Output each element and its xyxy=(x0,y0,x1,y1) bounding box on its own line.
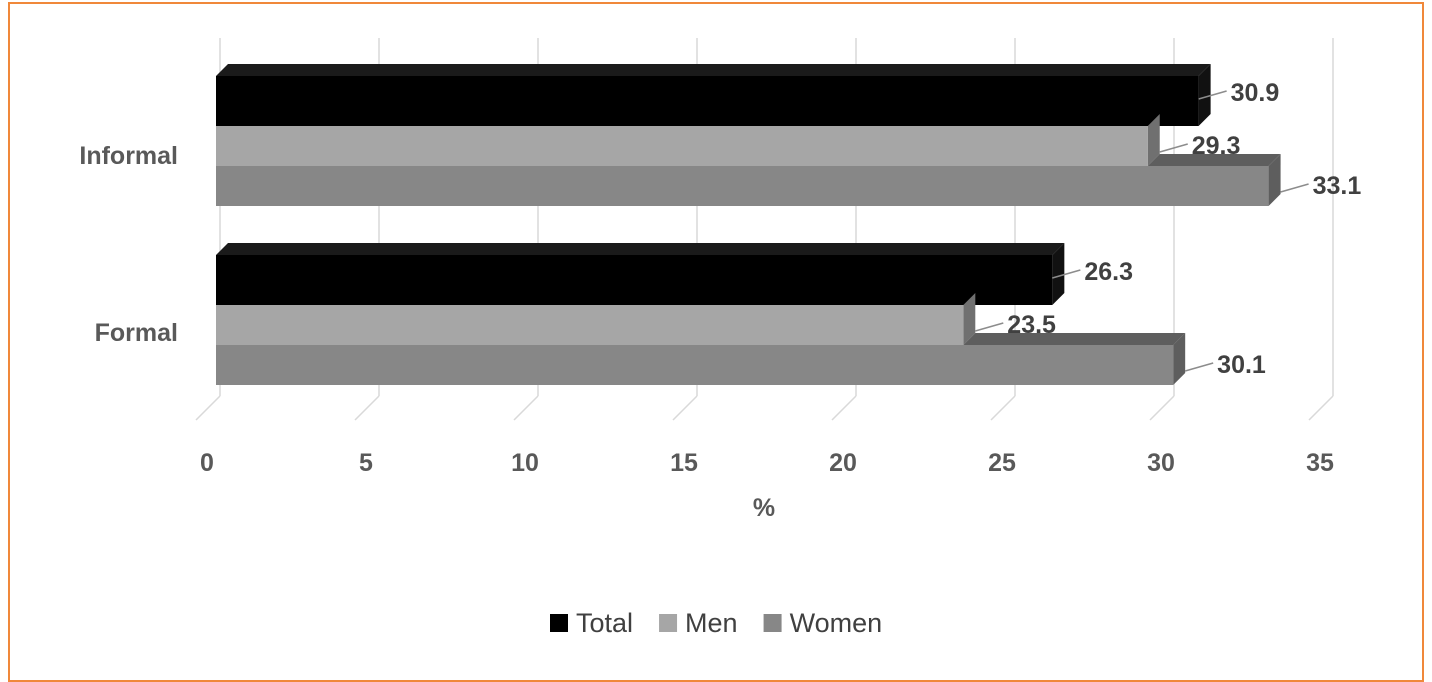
gridline-floor xyxy=(831,395,857,421)
x-axis-title: % xyxy=(753,494,775,522)
bar-side-face xyxy=(1268,154,1281,206)
leader-line xyxy=(975,322,1004,332)
legend-swatch xyxy=(763,614,782,632)
leader-line xyxy=(1159,143,1188,153)
gridline-floor xyxy=(513,395,539,421)
x-tick-label: 15 xyxy=(670,449,698,477)
bar-top-face xyxy=(1147,154,1281,166)
bar-top-face xyxy=(963,333,1186,345)
data-label: 30.9 xyxy=(1231,79,1280,107)
gridline-floor xyxy=(354,395,380,421)
bars xyxy=(216,64,1281,385)
legend: Total Men Women xyxy=(550,608,882,638)
x-tick-label: 25 xyxy=(988,449,1016,477)
legend-label: Women xyxy=(790,608,883,638)
bar-men xyxy=(216,126,1148,166)
gridline-floor xyxy=(195,395,221,421)
bar-women xyxy=(216,345,1174,385)
x-tick-label: 0 xyxy=(200,449,214,477)
data-label: 33.1 xyxy=(1313,172,1362,200)
leader-line xyxy=(1198,90,1227,100)
bar-side-face xyxy=(1173,333,1186,385)
bar-side-face xyxy=(1052,243,1065,305)
bar-women xyxy=(216,166,1269,206)
legend-label: Total xyxy=(576,608,633,638)
x-tick-label: 30 xyxy=(1147,449,1175,477)
x-tick-label: 35 xyxy=(1306,449,1334,477)
category-label: Informal xyxy=(79,142,178,170)
chart: 0 5 10 15 20 25 30 35 Informal 30.9 29.3 33.1 Formal… xyxy=(79,38,1361,638)
gridline-floor xyxy=(990,395,1016,421)
legend-label: Men xyxy=(685,608,738,638)
data-label: 29.3 xyxy=(1192,132,1241,160)
bar-total xyxy=(216,76,1199,126)
x-tick-label: 10 xyxy=(511,449,539,477)
bar-side-face xyxy=(1147,114,1160,166)
data-label: 30.1 xyxy=(1217,351,1266,379)
gridline-floor xyxy=(672,395,698,421)
x-tick-label: 5 xyxy=(359,449,373,477)
data-label: 26.3 xyxy=(1084,258,1133,286)
leader-line xyxy=(1052,269,1081,279)
labels: 0 5 10 15 20 25 30 35 Informal 30.9 29.3 33.1 Formal… xyxy=(79,79,1361,477)
leader-line xyxy=(1280,183,1309,193)
legend-swatch xyxy=(550,614,568,632)
legend-swatch xyxy=(659,614,678,632)
bar-side-face xyxy=(1198,64,1211,126)
leader-line xyxy=(1184,362,1214,372)
gridline-floor xyxy=(1149,395,1175,421)
bar-side-face xyxy=(963,293,976,345)
bar-top-face xyxy=(216,243,1065,255)
data-label: 23.5 xyxy=(1007,311,1056,339)
category-label: Formal xyxy=(95,319,178,347)
bar-men xyxy=(216,305,964,345)
bar-total xyxy=(216,255,1053,305)
x-tick-label: 20 xyxy=(829,449,857,477)
gridline-floor xyxy=(1308,395,1334,421)
bar-top-face xyxy=(216,64,1211,76)
